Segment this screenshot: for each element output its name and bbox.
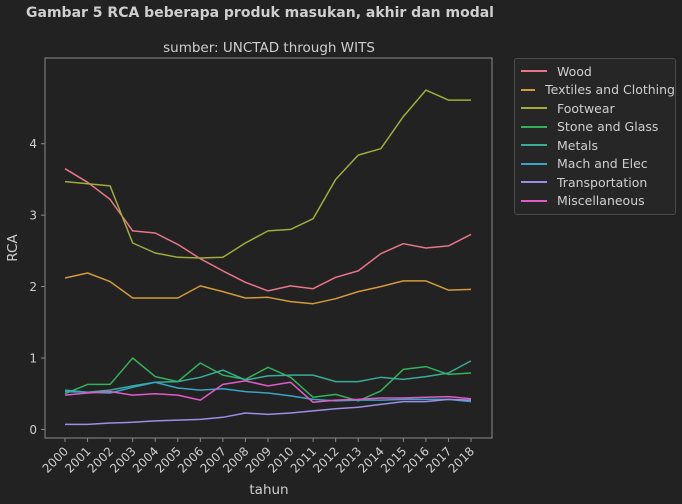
legend-swatch [521,88,536,91]
legend-swatch [521,162,547,165]
series-line-mach-and-elec [64,381,472,403]
series-lines [64,89,472,426]
y-tick-label: 3 [29,209,37,223]
series-line-footwear [64,89,471,259]
legend-item: Footwear [515,99,675,118]
legend-label: Textiles and Clothing [545,82,675,98]
legend-item: Miscellaneous [515,192,675,211]
legend-label: Transportation [557,174,648,190]
x-tick-label: 2018 [446,444,477,475]
legend-item: Transportation [515,173,675,192]
x-axis-label: tahun [249,482,288,498]
series-line-wood [64,168,472,292]
legend-swatch [521,199,547,202]
y-tick-label: 2 [29,280,37,294]
legend-item: Mach and Elec [515,155,675,174]
series-line-miscellaneous [64,380,472,404]
legend-item: Textiles and Clothing [515,81,675,100]
y-tick-label: 0 [29,423,37,437]
legend-label: Footwear [557,100,615,116]
chart-title: sumber: UNCTAD through WITS [163,40,375,56]
series-line-transportation [65,398,472,426]
figure-title: Gambar 5 RCA beberapa produk masukan, ak… [26,5,494,21]
legend-swatch [521,70,547,73]
series-line-stone-and-glass [64,357,472,402]
legend-swatch [521,107,547,110]
axes: 0123420002001200220032004200520062007200… [29,57,493,476]
legend-label: Stone and Glass [557,119,659,135]
legend-swatch [521,181,547,184]
legend-label: Metals [557,137,599,153]
y-tick-label: 1 [29,352,37,366]
series-line-metals [64,360,472,394]
legend: Wood Textiles and Clothing Footwear Stone a… [514,58,676,215]
legend-label: Miscellaneous [557,193,645,209]
legend-swatch [521,125,547,128]
legend-label: Mach and Elec [557,156,648,172]
legend-swatch [521,144,547,147]
y-tick-label: 4 [29,137,37,151]
legend-item: Wood [515,62,675,81]
series-line-textiles-and-clothing [64,272,472,305]
legend-label: Wood [557,63,592,79]
legend-item: Stone and Glass [515,118,675,137]
legend-item: Metals [515,136,675,155]
plot-frame [44,57,493,439]
y-axis-label: RCA [5,234,21,262]
